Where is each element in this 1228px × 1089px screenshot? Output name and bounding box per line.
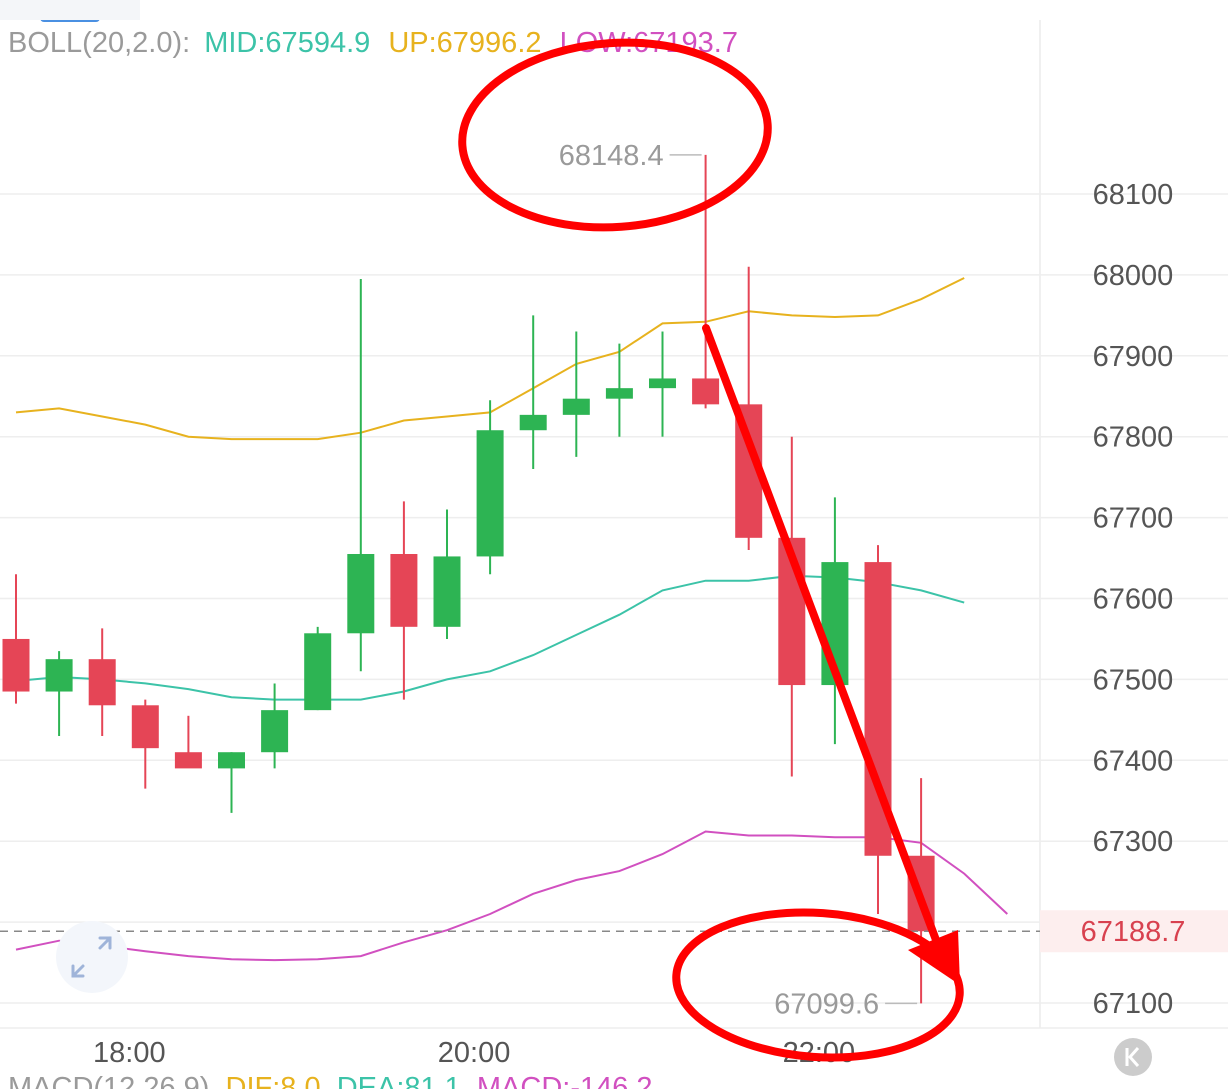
downtrend-arrow-head	[908, 930, 960, 985]
candle	[433, 509, 461, 639]
candle	[562, 331, 590, 457]
candle	[778, 436, 806, 777]
y-tick-label: 67700	[1093, 503, 1174, 535]
y-tick-label: 68100	[1093, 179, 1174, 211]
y-tick-label: 67400	[1093, 745, 1174, 777]
macd-legend: MACD(12,26,9) DIF:8.0 DEA:81.1 MACD:-146…	[8, 1072, 653, 1089]
candle-body	[433, 556, 461, 627]
candle	[218, 752, 245, 813]
candle-body	[131, 705, 159, 749]
macd-legend-label: MACD(12,26,9)	[8, 1072, 209, 1089]
candle-body	[174, 752, 202, 769]
boll-mid-line	[15, 574, 965, 701]
high-marker-circle	[458, 38, 772, 232]
candle	[131, 699, 159, 789]
boll-legend-mid: MID:67594.9	[204, 27, 370, 59]
candle-body	[390, 554, 418, 627]
candle	[519, 315, 547, 470]
candle	[88, 628, 116, 737]
macd-legend-dif: DIF:8.0	[226, 1072, 321, 1089]
candle-body	[476, 430, 504, 557]
candle-body	[2, 638, 30, 692]
candle-body	[605, 388, 633, 399]
candle	[347, 278, 375, 672]
candle	[605, 343, 633, 437]
y-tick-label: 67500	[1093, 664, 1174, 696]
candle	[45, 651, 73, 737]
low-price-annotation: 67099.6	[774, 988, 879, 1020]
boll-legend-label: BOLL(20,2.0):	[8, 27, 190, 59]
candle-body	[88, 659, 116, 706]
candle	[476, 400, 504, 575]
candle-body	[519, 414, 547, 431]
y-tick-label: 67100	[1093, 988, 1174, 1020]
toolbar-strip	[0, 0, 140, 20]
candle	[261, 683, 289, 769]
y-tick-label: 67800	[1093, 422, 1174, 454]
candle	[174, 715, 202, 769]
candle-body	[692, 378, 720, 405]
last-price-label: 67188.7	[1081, 916, 1186, 948]
candle-body	[45, 659, 73, 692]
y-tick-label: 67900	[1093, 341, 1174, 373]
boll-legend-up: UP:67996.2	[388, 27, 541, 59]
candle-body	[649, 378, 676, 389]
low-marker-circle	[672, 908, 964, 1062]
candle-body	[304, 633, 332, 711]
macd-legend-macd: MACD:-146.2	[477, 1072, 653, 1089]
candle	[864, 545, 892, 915]
candle	[390, 501, 418, 700]
last-price-badge	[1040, 910, 1228, 953]
candle	[304, 626, 332, 711]
high-price-annotation: 68148.4	[559, 140, 664, 172]
grid-lines	[0, 193, 1228, 1029]
candle	[649, 331, 676, 437]
bollinger-bands	[15, 277, 1008, 962]
y-tick-label: 67300	[1093, 826, 1174, 858]
candle	[2, 574, 30, 704]
candle-body	[261, 710, 289, 753]
candle-body	[218, 752, 245, 769]
expand-arrows-icon[interactable]	[56, 921, 128, 993]
y-tick-label: 68000	[1093, 260, 1174, 292]
boll-lower-line	[15, 830, 1008, 962]
x-tick-label: 18:00	[93, 1037, 166, 1069]
x-tick-label: 20:00	[438, 1037, 511, 1069]
candle	[692, 154, 720, 409]
macd-legend-dea: DEA:81.1	[337, 1072, 461, 1089]
collapse-k-icon[interactable]	[1114, 1038, 1152, 1076]
candles	[2, 154, 935, 1004]
candle-body	[562, 398, 590, 415]
downtrend-arrow-shaft	[702, 324, 940, 944]
candle-body	[347, 554, 375, 634]
y-axis: 67100 67300 67400 67500 67600 67700 67800 67900…	[1093, 179, 1174, 1020]
y-tick-label: 67600	[1093, 584, 1174, 616]
